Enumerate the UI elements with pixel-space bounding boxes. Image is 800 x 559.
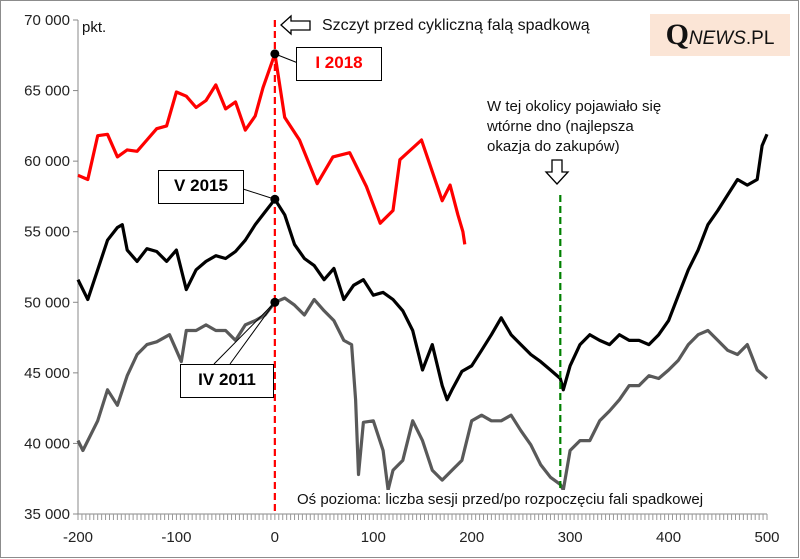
y-tick-label: 60 000 [24,153,70,170]
series-line-iv-2011 [76,296,769,492]
x-tick-label: -100 [161,529,191,546]
x-tick-label: 200 [459,529,484,546]
peak-marker [270,297,280,307]
x-tick-label: -200 [63,529,93,546]
secondary-bottom-annotation-line1: W tej okolicy pojawiało się [487,98,662,115]
marker-label-iv-2011: IV 2011 [180,364,274,398]
peak-marker [270,194,280,204]
y-axis-label: pkt. [82,19,107,36]
marker-leader-line [229,301,276,365]
marker-leader-line [213,301,276,365]
peak-marker [270,49,280,59]
y-tick-label: 45 000 [24,365,70,382]
y-tick-label: 50 000 [24,294,70,311]
qnews-logo: QNEWS.PL [650,14,790,56]
x-tick-label: 0 [271,529,279,546]
y-tick-label: 65 000 [24,83,70,100]
left-arrow-icon [280,14,311,36]
marker-leader-line [239,187,276,200]
y-tick-label: 55 000 [24,224,70,241]
x-tick-label: 100 [361,529,386,546]
y-tick-label: 40 000 [24,435,70,452]
peak-annotation: Szczyt przed cykliczną falą spadkową [322,17,590,34]
marker-label-v-2015: V 2015 [158,170,244,204]
x-tick-label: 300 [558,529,583,546]
x-axis-label: Oś pozioma: liczba sesji przed/po rozpoc… [295,490,706,509]
y-tick-label: 35 000 [24,506,70,523]
secondary-bottom-annotation-line2: wtórne dno (najlepsza [487,118,634,135]
down-arrow-icon [544,159,570,185]
marker-label-i-2018: I 2018 [296,47,382,81]
series-line-i-2018 [77,52,467,245]
logo-pl: .PL [745,28,775,49]
x-tick-label: 500 [754,529,779,546]
logo-news: NEWS [688,28,746,49]
y-tick-label: 70 000 [24,12,70,29]
series-line-v-2015 [76,133,769,402]
x-tick-label: 400 [656,529,681,546]
secondary-bottom-annotation-line3: okazja do zakupów) [487,138,620,155]
logo-q: Q [665,18,689,51]
